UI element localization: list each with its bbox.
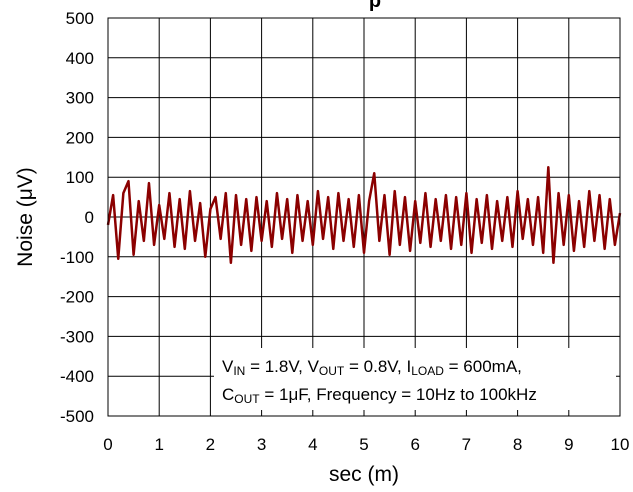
conditions-annotation: VIN = 1.8V, VOUT = 0.8V, ILOAD = 600mA,C…	[214, 348, 616, 410]
y-tick-label: 300	[66, 89, 94, 108]
noise-series-line	[106, 166, 622, 265]
x-tick-label: 2	[206, 435, 215, 454]
plot-frame	[107, 17, 621, 417]
chart-title-fragment: p	[369, 0, 381, 12]
x-tick-label: 7	[462, 435, 471, 454]
annotation-text: = 600mA,	[444, 357, 522, 376]
x-tick-label: 8	[513, 435, 522, 454]
y-axis-label: Noise (μV)	[14, 167, 37, 267]
annotation-text: C	[222, 385, 234, 404]
y-tick-label: 500	[66, 9, 94, 28]
annotation-background	[214, 348, 616, 410]
annotation-text: = 1μF, Frequency = 10Hz to 100kHz	[260, 385, 537, 404]
subscript-text: IN	[233, 364, 245, 378]
y-tick-label: 100	[66, 168, 94, 187]
subscript-text: LOAD	[411, 364, 444, 378]
x-tick-label: 4	[308, 435, 317, 454]
series-layer	[106, 166, 622, 265]
x-tick-label: 0	[103, 435, 112, 454]
y-tick-label: -400	[60, 367, 94, 386]
y-tick-label: -500	[60, 407, 94, 426]
x-tick-label: 9	[564, 435, 573, 454]
x-tick-label: 1	[154, 435, 163, 454]
x-axis-label: sec (m)	[329, 463, 399, 486]
annotation-line1: VIN = 1.8V, VOUT = 0.8V, ILOAD = 600mA,	[222, 357, 522, 378]
x-tick-label: 3	[257, 435, 266, 454]
y-tick-label: -300	[60, 327, 94, 346]
y-tick-label: 0	[85, 208, 94, 227]
annotation-text: V	[222, 357, 234, 376]
y-tick-label: -200	[60, 288, 94, 307]
y-tick-label: 400	[66, 49, 94, 68]
annotation-text: = 1.8V, V	[245, 357, 319, 376]
subscript-text: OUT	[319, 364, 345, 378]
y-tick-labels: 500 400 300 200 100 0 -100 -200 -300 -400 -500	[60, 9, 94, 426]
x-tick-label: 6	[410, 435, 419, 454]
annotation-line2: COUT = 1μF, Frequency = 10Hz to 100kHz	[222, 385, 537, 406]
y-tick-label: -100	[60, 248, 94, 267]
y-tick-label: 200	[66, 128, 94, 147]
x-tick-labels: 0 1 2 3 4 5 6 7 8 9 10	[103, 435, 629, 454]
x-tick-label: 5	[359, 435, 368, 454]
x-tick-label: 10	[611, 435, 630, 454]
annotation-text: = 0.8V, I	[344, 357, 411, 376]
subscript-text: OUT	[234, 392, 260, 406]
